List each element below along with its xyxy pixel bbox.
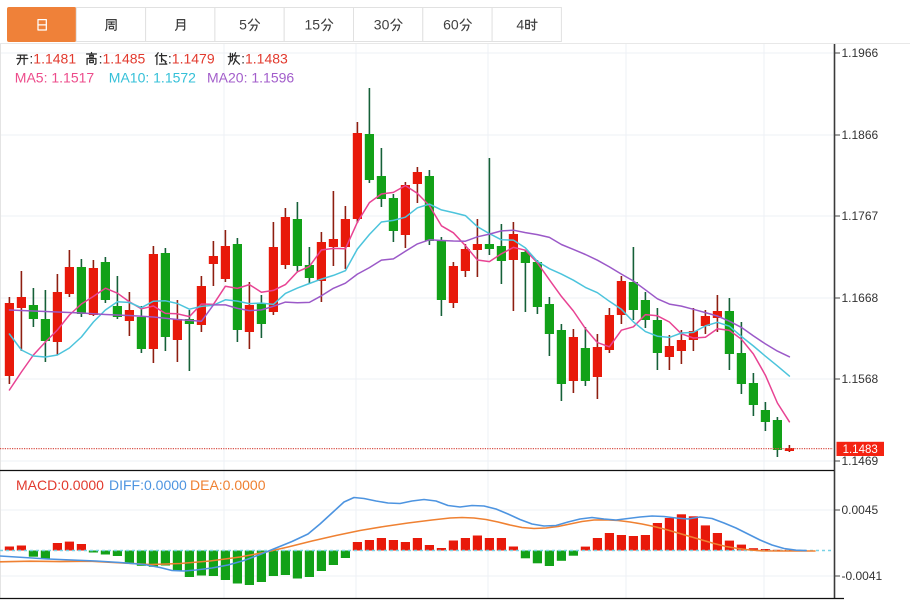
svg-text:1.1568: 1.1568	[842, 372, 879, 386]
svg-text:1.1966: 1.1966	[842, 46, 879, 60]
svg-text:1.1668: 1.1668	[842, 291, 879, 305]
svg-text:1.1767: 1.1767	[842, 209, 879, 223]
svg-text:60: 60	[443, 17, 459, 33]
svg-text:-0.0041: -0.0041	[842, 569, 883, 583]
svg-text:30: 30	[374, 17, 390, 33]
svg-text:1.1866: 1.1866	[842, 128, 879, 142]
svg-text:1.1469: 1.1469	[842, 454, 879, 468]
svg-text:1.1483: 1.1483	[843, 444, 878, 456]
svg-text::1.1483: :1.1483	[241, 50, 288, 66]
svg-text::1.1479: :1.1479	[168, 50, 215, 66]
svg-text:5: 5	[239, 17, 247, 33]
svg-text:4: 4	[516, 17, 524, 33]
svg-text:0.0045: 0.0045	[842, 503, 879, 517]
svg-text::1.1485: :1.1485	[99, 50, 146, 66]
svg-text::1.1481: :1.1481	[29, 50, 76, 66]
svg-text:15: 15	[305, 17, 321, 33]
